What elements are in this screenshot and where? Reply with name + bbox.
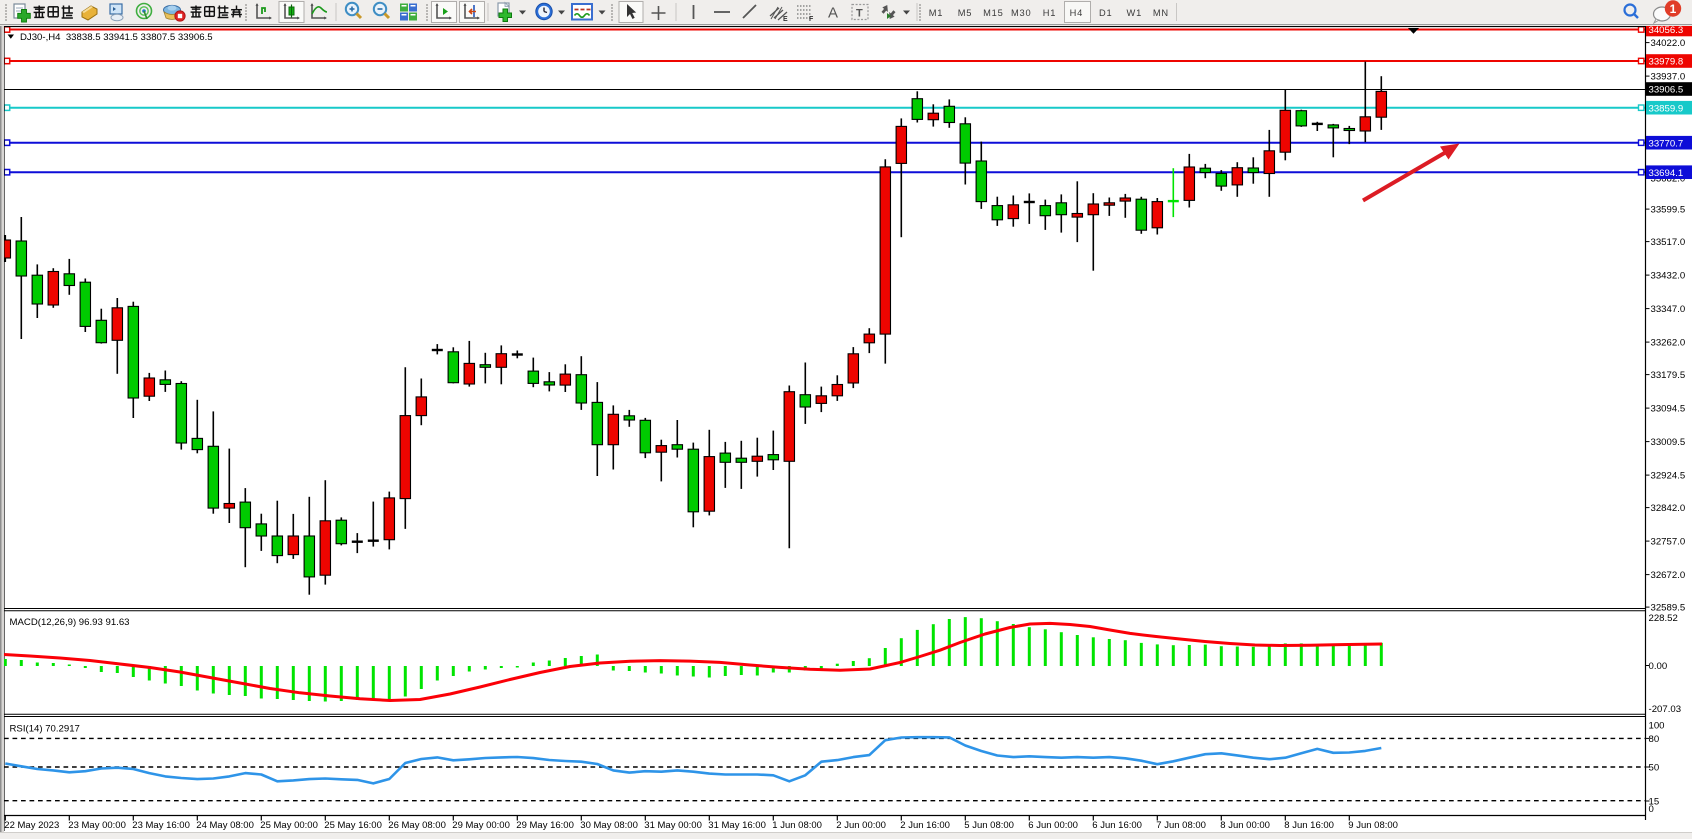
svg-text:33432.0: 33432.0 (1651, 271, 1686, 282)
svg-text:33859.9: 33859.9 (1649, 103, 1684, 114)
svg-text:22 May 2023: 22 May 2023 (4, 820, 59, 831)
svg-text:MACD(12,26,9) 96.93 91.63: MACD(12,26,9) 96.93 91.63 (10, 617, 130, 628)
svg-text:32924.5: 32924.5 (1651, 471, 1686, 482)
svg-text:33179.5: 33179.5 (1651, 370, 1686, 381)
svg-text:A: A (828, 5, 838, 22)
svg-text:32589.5: 32589.5 (1651, 603, 1686, 614)
svg-text:T: T (856, 8, 863, 20)
svg-text:33599.5: 33599.5 (1651, 205, 1686, 216)
svg-text:MN: MN (1153, 8, 1169, 18)
svg-text:M5: M5 (958, 8, 973, 18)
svg-text:-207.03: -207.03 (1649, 704, 1682, 715)
svg-text:33347.0: 33347.0 (1651, 304, 1686, 315)
svg-text:0: 0 (1649, 804, 1654, 815)
svg-text:M1: M1 (929, 8, 944, 18)
svg-text:F: F (809, 16, 814, 23)
svg-text:23 May 16:00: 23 May 16:00 (132, 820, 190, 831)
svg-text:34022.0: 34022.0 (1651, 38, 1686, 49)
svg-text:8 Jun 00:00: 8 Jun 00:00 (1220, 820, 1270, 831)
svg-text:6 Jun 00:00: 6 Jun 00:00 (1028, 820, 1078, 831)
svg-text:34056.3: 34056.3 (1649, 25, 1684, 36)
svg-text:33517.0: 33517.0 (1651, 237, 1686, 248)
svg-text:W1: W1 (1127, 8, 1143, 18)
svg-text:228.52: 228.52 (1649, 613, 1678, 624)
svg-text:100: 100 (1649, 720, 1665, 731)
svg-text:25 May 00:00: 25 May 00:00 (260, 820, 318, 831)
svg-text:80: 80 (1649, 734, 1660, 745)
svg-text:33694.1: 33694.1 (1649, 168, 1684, 179)
svg-text:2 Jun 16:00: 2 Jun 16:00 (900, 820, 950, 831)
svg-text:H4: H4 (1070, 8, 1083, 18)
svg-text:33094.5: 33094.5 (1651, 404, 1686, 415)
svg-text:32842.0: 32842.0 (1651, 503, 1686, 514)
svg-text:RSI(14) 70.2917: RSI(14) 70.2917 (10, 724, 80, 735)
svg-text:8 Jun 16:00: 8 Jun 16:00 (1284, 820, 1334, 831)
svg-text:1 Jun 08:00: 1 Jun 08:00 (772, 820, 822, 831)
svg-text:6 Jun 16:00: 6 Jun 16:00 (1092, 820, 1142, 831)
svg-text:33262.0: 33262.0 (1651, 338, 1686, 349)
svg-text:M30: M30 (1011, 8, 1032, 18)
svg-text:7 Jun 08:00: 7 Jun 08:00 (1156, 820, 1206, 831)
svg-text:32757.0: 32757.0 (1651, 537, 1686, 548)
svg-text:5 Jun 08:00: 5 Jun 08:00 (964, 820, 1014, 831)
svg-text:24 May 08:00: 24 May 08:00 (196, 820, 254, 831)
svg-text:31 May 00:00: 31 May 00:00 (644, 820, 702, 831)
svg-text:25 May 16:00: 25 May 16:00 (324, 820, 382, 831)
svg-text:33770.7: 33770.7 (1649, 138, 1684, 149)
svg-text:E: E (783, 16, 788, 23)
svg-text:50: 50 (1649, 763, 1660, 774)
svg-text:9 Jun 08:00: 9 Jun 08:00 (1348, 820, 1398, 831)
svg-text:30 May 08:00: 30 May 08:00 (580, 820, 638, 831)
svg-text:H1: H1 (1043, 8, 1056, 18)
svg-text:33682.0: 33682.0 (1651, 174, 1686, 185)
svg-text:31 May 16:00: 31 May 16:00 (708, 820, 766, 831)
svg-text:29 May 00:00: 29 May 00:00 (452, 820, 510, 831)
svg-text:33906.5: 33906.5 (1649, 85, 1684, 96)
svg-text:26 May 08:00: 26 May 08:00 (388, 820, 446, 831)
svg-text:33979.8: 33979.8 (1649, 57, 1684, 68)
svg-text:32672.0: 32672.0 (1651, 570, 1686, 581)
svg-text:15: 15 (1649, 797, 1660, 808)
svg-text:0.00: 0.00 (1649, 661, 1668, 672)
svg-text:DJ30-,H4 33838.5 33941.5 3380: DJ30-,H4 33838.5 33941.5 33807.5 33906.5 (20, 32, 213, 43)
svg-text:23 May 00:00: 23 May 00:00 (68, 820, 126, 831)
svg-text:29 May 16:00: 29 May 16:00 (516, 820, 574, 831)
svg-text:D1: D1 (1099, 8, 1112, 18)
svg-text:1: 1 (1670, 2, 1677, 16)
svg-text:33937.0: 33937.0 (1651, 72, 1686, 83)
svg-text:33009.5: 33009.5 (1651, 437, 1686, 448)
svg-text:M15: M15 (983, 8, 1004, 18)
svg-text:2 Jun 00:00: 2 Jun 00:00 (836, 820, 886, 831)
